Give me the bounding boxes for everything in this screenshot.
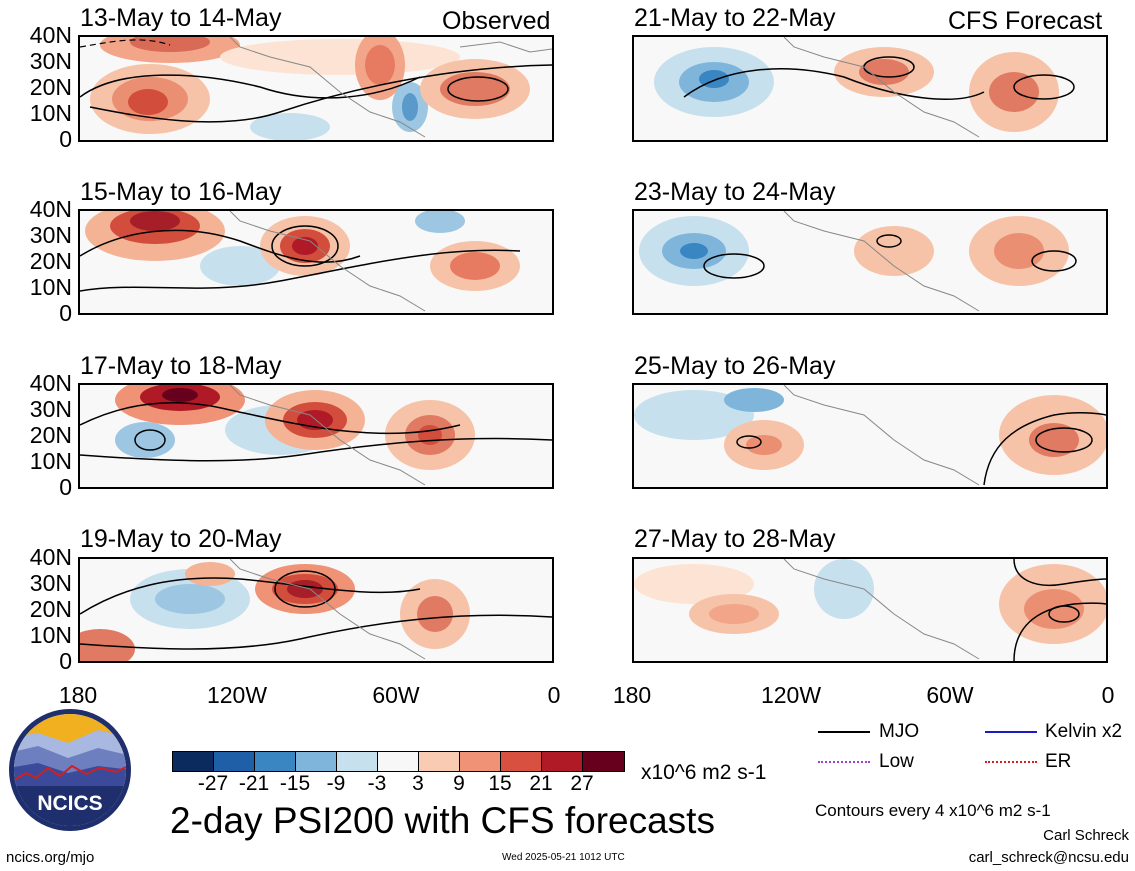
legend-label-mjo: MJO xyxy=(879,721,920,742)
lat-tick-label: 20N xyxy=(29,422,72,448)
lon-tick-label: 0 xyxy=(547,682,561,708)
lon-tick-label: 180 xyxy=(612,682,652,708)
colorbar-tick-label: -21 xyxy=(238,772,270,795)
lat-tick-label: 40N xyxy=(29,370,72,396)
lat-tick-label: 10N xyxy=(29,274,72,300)
lon-tick-label: 0 xyxy=(1101,682,1115,708)
legend-line-kelvin xyxy=(985,731,1037,733)
map-panel xyxy=(78,557,554,663)
colorbar-tick-label: 15 xyxy=(488,772,512,795)
main-title: 2-day PSI200 with CFS forecasts xyxy=(170,800,715,841)
colorbar-swatch xyxy=(214,752,255,771)
forecast-label: CFS Forecast xyxy=(948,7,1103,35)
map-panel xyxy=(632,383,1108,489)
legend-label-er: ER xyxy=(1045,751,1072,772)
panel-title: 21-May to 22-May xyxy=(634,4,836,32)
panel-title: 27-May to 28-May xyxy=(634,525,836,553)
lat-tick-label: 40N xyxy=(29,544,72,570)
colorbar-swatch xyxy=(337,752,378,771)
legend-line-er xyxy=(985,761,1037,763)
author-email[interactable]: carl_schreck@ncsu.edu xyxy=(968,849,1129,866)
lat-tick-label: 10N xyxy=(29,448,72,474)
lat-tick-label: 40N xyxy=(29,196,72,222)
map-panel xyxy=(632,209,1108,315)
contour-note: Contours every 4 x10^6 m2 s-1 xyxy=(815,801,1051,820)
lat-tick-label: 30N xyxy=(29,48,72,74)
map-panel xyxy=(632,35,1108,142)
colorbar-swatch xyxy=(296,752,337,771)
author-name: Carl Schreck xyxy=(1043,827,1129,844)
lat-tick-label: 0 xyxy=(59,648,72,674)
colorbar-tick-label: -3 xyxy=(367,772,387,795)
panel-title: 19-May to 20-May xyxy=(80,525,282,553)
map-panel xyxy=(632,557,1108,663)
colorbar-tick-label: 3 xyxy=(412,772,424,795)
map-panel xyxy=(78,383,554,489)
legend-label-kelvin: Kelvin x2 xyxy=(1045,721,1123,742)
legend-line-mjo xyxy=(818,731,870,733)
colorbar-tick-label: -27 xyxy=(197,772,229,795)
legend-line-low xyxy=(818,761,870,763)
lat-tick-label: 10N xyxy=(29,100,72,126)
lon-tick-label: 60W xyxy=(926,682,974,708)
colorbar-swatch xyxy=(583,752,624,771)
panel-title: 25-May to 26-May xyxy=(634,352,836,380)
lon-tick-label: 120W xyxy=(760,682,822,708)
colorbar-swatch xyxy=(542,752,583,771)
lat-tick-label: 30N xyxy=(29,222,72,248)
ncics-logo: NCICS xyxy=(8,708,132,832)
observed-label: Observed xyxy=(442,7,551,35)
panel-title: 13-May to 14-May xyxy=(80,4,282,32)
lat-tick-label: 20N xyxy=(29,74,72,100)
colorbar-swatch xyxy=(255,752,296,771)
lon-tick-label: 120W xyxy=(206,682,268,708)
svg-text:NCICS: NCICS xyxy=(37,792,102,815)
colorbar-units: x10^6 m2 s-1 xyxy=(641,761,767,784)
colorbar-tick-label: -15 xyxy=(279,772,311,795)
lat-tick-label: 0 xyxy=(59,126,72,152)
map-panel xyxy=(78,209,554,315)
colorbar-swatch xyxy=(173,752,214,771)
colorbar-swatch xyxy=(378,752,419,771)
colorbar-tick-label: 21 xyxy=(529,772,553,795)
lat-tick-label: 10N xyxy=(29,622,72,648)
lat-tick-label: 20N xyxy=(29,248,72,274)
panel-title: 15-May to 16-May xyxy=(80,178,282,206)
colorbar-tick-label: 9 xyxy=(453,772,465,795)
colorbar-swatch xyxy=(419,752,460,771)
lat-tick-label: 30N xyxy=(29,570,72,596)
panel-title: 17-May to 18-May xyxy=(80,352,282,380)
legend-label-low: Low xyxy=(879,751,914,772)
lon-tick-label: 60W xyxy=(372,682,420,708)
colorbar xyxy=(172,751,625,772)
timestamp: Wed 2025-05-21 1012 UTC xyxy=(502,852,625,863)
lat-tick-label: 30N xyxy=(29,396,72,422)
colorbar-tick-label: -9 xyxy=(326,772,346,795)
lat-tick-label: 20N xyxy=(29,596,72,622)
colorbar-tick-label: 27 xyxy=(570,772,594,795)
map-panel xyxy=(78,35,554,142)
lat-tick-label: 0 xyxy=(59,300,72,326)
colorbar-swatch xyxy=(501,752,542,771)
lat-tick-label: 40N xyxy=(29,22,72,48)
lon-tick-label: 180 xyxy=(58,682,98,708)
lat-tick-label: 0 xyxy=(59,474,72,500)
panel-title: 23-May to 24-May xyxy=(634,178,836,206)
site-link[interactable]: ncics.org/mjo xyxy=(6,849,95,866)
colorbar-swatch xyxy=(460,752,501,771)
